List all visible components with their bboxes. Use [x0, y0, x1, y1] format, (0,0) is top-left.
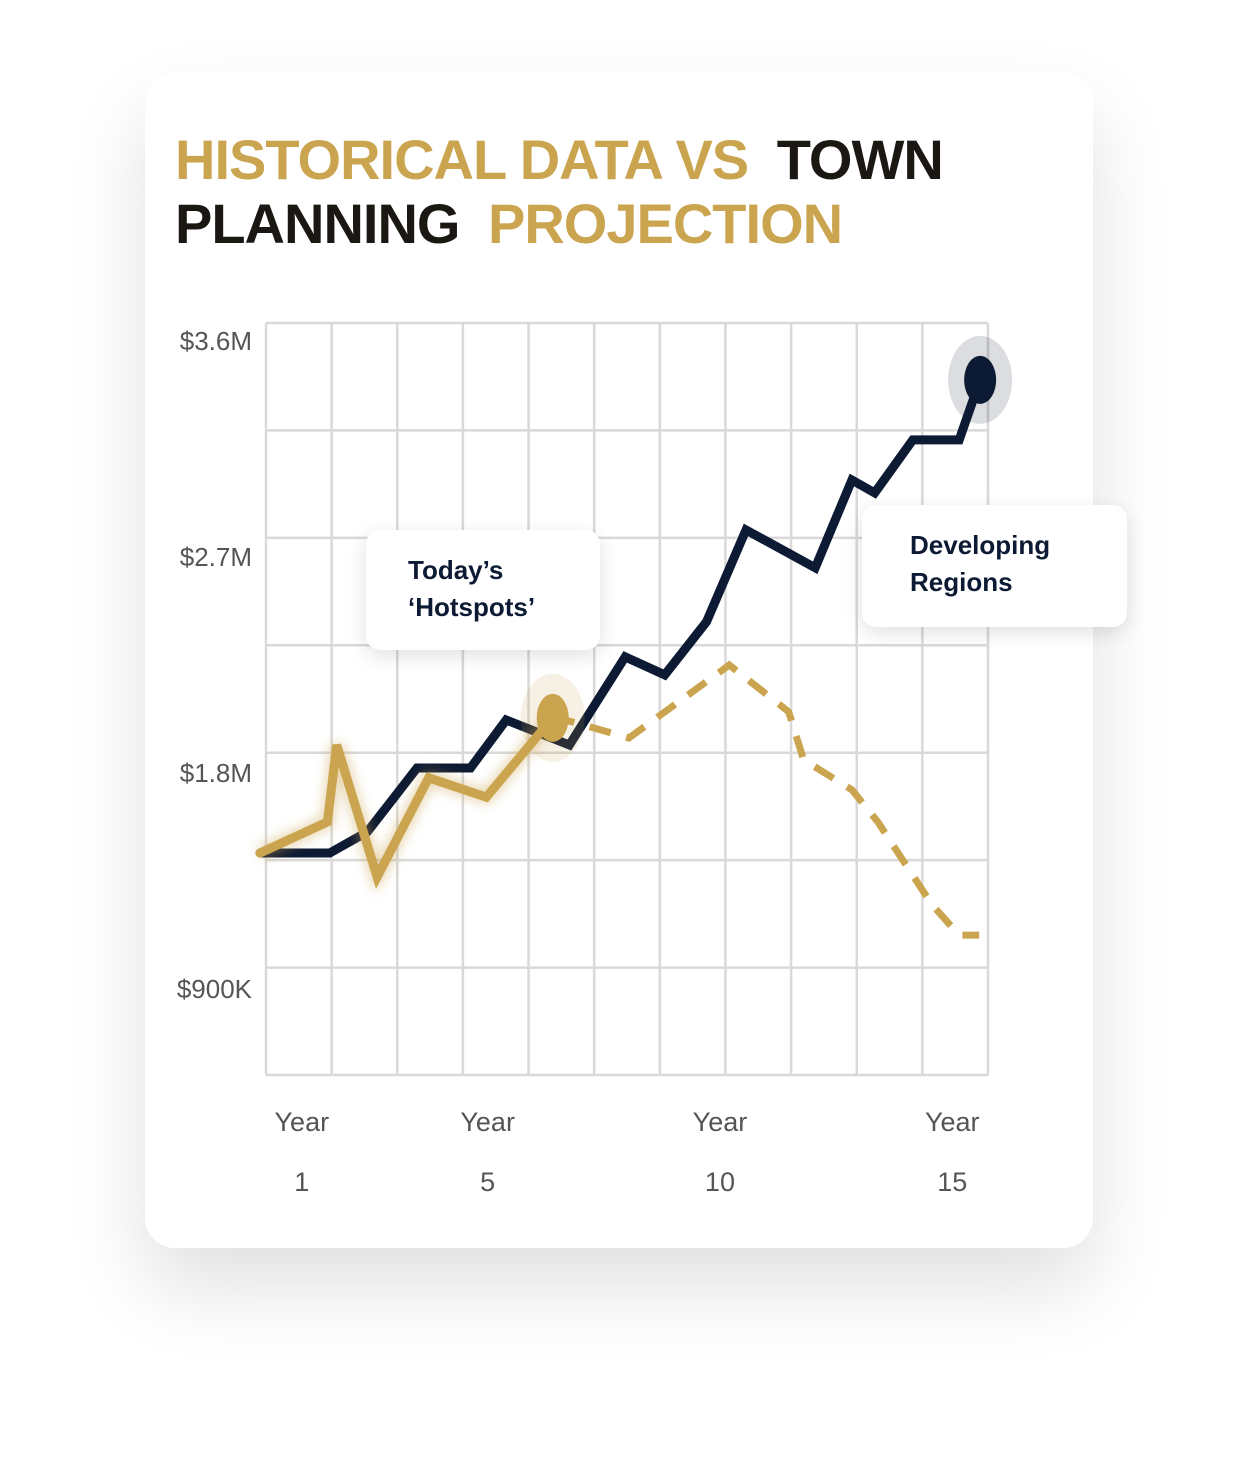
chart-title: HISTORICAL DATA VS TOWN PLANNING PROJECT…	[175, 128, 1045, 256]
grid	[264, 321, 990, 1077]
annotation: Developing Regions	[862, 505, 1127, 627]
y-tick-label: $1.8M	[180, 758, 252, 788]
series-line	[551, 660, 980, 939]
title-part: PROJECTION	[488, 192, 843, 255]
series-line	[255, 375, 985, 858]
title-part: HISTORICAL DATA VS	[175, 128, 749, 191]
y-tick-label: $3.6M	[180, 326, 252, 356]
x-tick-label: Year 10	[692, 1107, 748, 1197]
series-line	[255, 713, 558, 889]
y-tick-label: $2.7M	[180, 542, 252, 572]
x-tick-label: Year 1	[274, 1107, 330, 1197]
y-tick-label: $900K	[177, 974, 253, 1004]
title-part: TOWN	[776, 128, 944, 191]
callout-pointer	[555, 648, 585, 675]
title-part: PLANNING	[175, 192, 460, 255]
x-tick-label: Year 15	[924, 1107, 980, 1197]
annotation: Today’s ‘Hotspots’	[366, 530, 600, 650]
x-tick-label: Year 5	[460, 1107, 515, 1197]
end-dot	[964, 355, 997, 404]
